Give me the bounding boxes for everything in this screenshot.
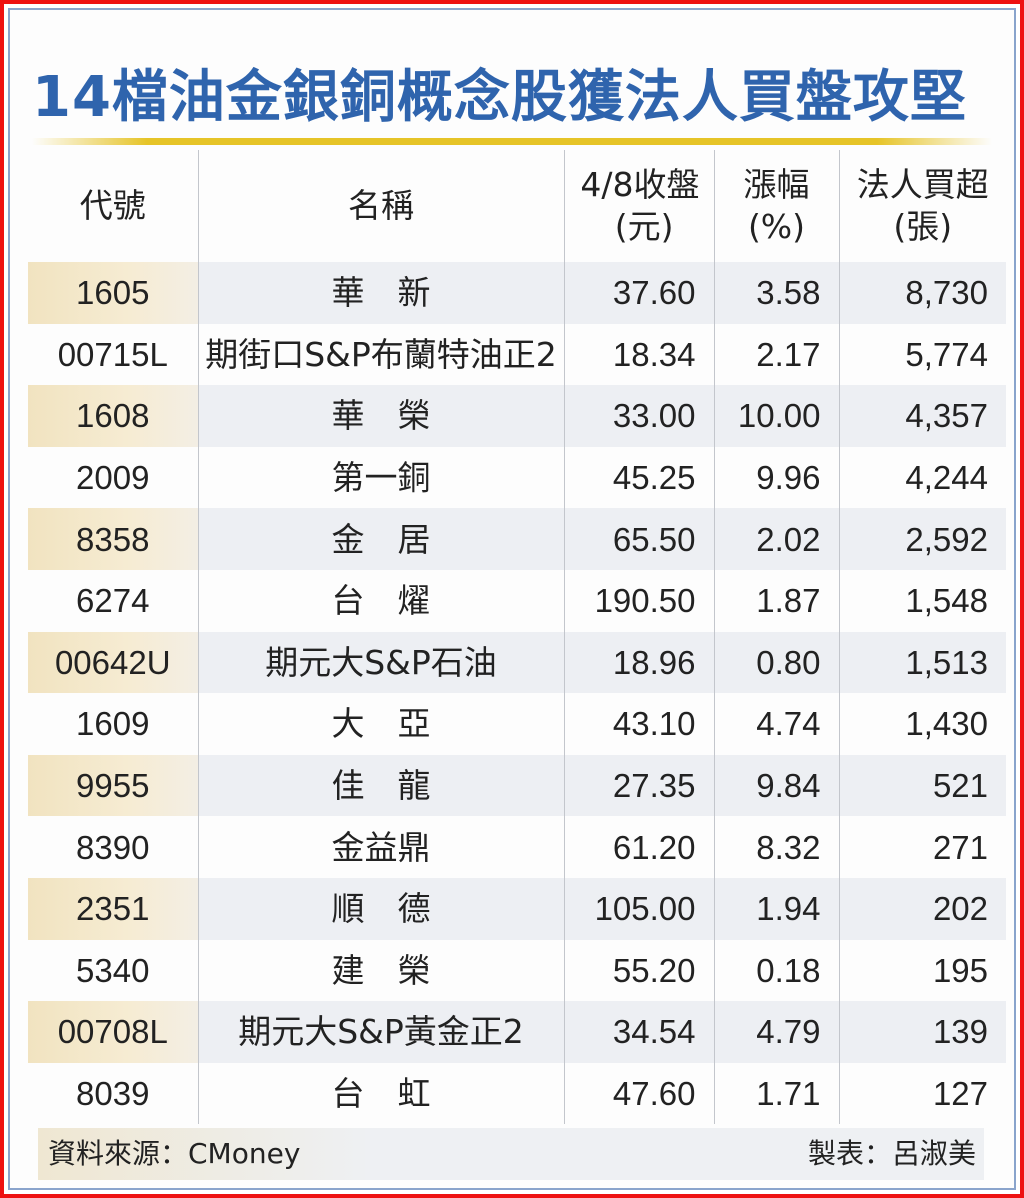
infographic-title: 14檔油金銀銅概念股獲法人買盤攻堅 bbox=[32, 65, 967, 130]
stock-name-cell: 建 榮 bbox=[197, 939, 564, 1002]
table-row: 8039 台 虹 47.60 1.71 127 bbox=[28, 1062, 1006, 1125]
table-row: 2009 第一銅 45.25 9.96 4,244 bbox=[28, 446, 1006, 509]
table-row: 9955 佳 龍 27.35 9.84 521 bbox=[28, 754, 1006, 817]
stock-code-cell: 8390 bbox=[76, 828, 150, 866]
stock-code-cell: 00642U bbox=[28, 631, 198, 694]
change-pct-cell: 9.84 bbox=[713, 754, 839, 817]
net-buy-cell: 195 bbox=[838, 939, 1006, 1002]
title-divider bbox=[32, 138, 992, 145]
close-price-cell: 43.10 bbox=[563, 693, 714, 755]
stock-code-cell: 9955 bbox=[28, 754, 198, 817]
net-buy-cell: 8,730 bbox=[838, 262, 1006, 324]
close-price-cell: 37.60 bbox=[563, 262, 714, 324]
close-price-cell: 65.50 bbox=[563, 508, 714, 570]
header-change-pct: 漲幅 (%) bbox=[713, 150, 839, 262]
stock-code-cell: 5340 bbox=[76, 951, 150, 989]
stock-name-cell: 佳 龍 bbox=[197, 754, 564, 817]
net-buy-cell: 202 bbox=[838, 877, 1006, 940]
change-pct-cell: 2.02 bbox=[713, 508, 839, 570]
stock-name-cell: 金 居 bbox=[197, 508, 564, 570]
table-footer: 資料來源：CMoney 製表：呂淑美 bbox=[38, 1128, 984, 1180]
stock-code-cell: 00708L bbox=[28, 1001, 198, 1063]
change-pct-cell: 3.58 bbox=[713, 262, 839, 324]
net-buy-cell: 1,430 bbox=[838, 693, 1006, 755]
table-row: 1605 華 新 37.60 3.58 8,730 bbox=[28, 262, 1006, 324]
close-price-cell: 47.60 bbox=[563, 1062, 714, 1125]
table-row: 1609 大 亞 43.10 4.74 1,430 bbox=[28, 693, 1006, 755]
net-buy-cell: 2,592 bbox=[838, 508, 1006, 570]
stock-code-cell: 1608 bbox=[28, 385, 198, 447]
chart-credit: 製表：呂淑美 bbox=[807, 1137, 976, 1170]
table-row: 8358 金 居 65.50 2.02 2,592 bbox=[28, 508, 1006, 570]
net-buy-cell: 4,244 bbox=[838, 446, 1006, 509]
header-code: 代號 bbox=[79, 186, 146, 225]
change-pct-cell: 10.00 bbox=[713, 385, 839, 447]
close-price-cell: 33.00 bbox=[563, 385, 714, 447]
table-row: 00708L 期元大S&P黃金正2 34.54 4.79 139 bbox=[28, 1001, 1006, 1063]
net-buy-cell: 521 bbox=[838, 754, 1006, 817]
stock-name-cell: 台 燿 bbox=[197, 569, 564, 632]
change-pct-cell: 1.87 bbox=[713, 569, 839, 632]
infographic-panel: 14檔油金銀銅概念股獲法人買盤攻堅 代號 名稱 4/8收盤 (元) 漲幅 (%) 法… bbox=[8, 8, 1016, 1190]
change-pct-cell: 2.17 bbox=[713, 323, 839, 386]
close-price-cell: 34.54 bbox=[563, 1001, 714, 1063]
stock-name-cell: 華 榮 bbox=[197, 385, 564, 447]
net-buy-cell: 1,548 bbox=[838, 569, 1006, 632]
change-pct-cell: 4.74 bbox=[713, 693, 839, 755]
stock-name-cell: 期元大S&P黃金正2 bbox=[197, 1001, 564, 1063]
close-price-cell: 55.20 bbox=[563, 939, 714, 1002]
net-buy-cell: 5,774 bbox=[838, 323, 1006, 386]
net-buy-cell: 271 bbox=[838, 816, 1006, 878]
data-source: 資料來源：CMoney bbox=[48, 1137, 301, 1170]
close-price-cell: 27.35 bbox=[563, 754, 714, 817]
stock-code-cell: 1609 bbox=[76, 705, 150, 743]
change-pct-cell: 1.94 bbox=[713, 877, 839, 940]
stock-name-cell: 順 德 bbox=[197, 877, 564, 940]
change-pct-cell: 9.96 bbox=[713, 446, 839, 509]
change-pct-cell: 8.32 bbox=[713, 816, 839, 878]
stock-code-cell: 00715L bbox=[57, 335, 168, 373]
stock-table: 代號 名稱 4/8收盤 (元) 漲幅 (%) 法人買超 (張) 1605 華 新 37.6… bbox=[28, 150, 1006, 1125]
close-price-cell: 61.20 bbox=[563, 816, 714, 878]
net-buy-cell: 4,357 bbox=[838, 385, 1006, 447]
close-price-cell: 105.00 bbox=[563, 877, 714, 940]
stock-name-cell: 台 虹 bbox=[197, 1062, 564, 1125]
table-row: 00715L 期街口S&P布蘭特油正2 18.34 2.17 5,774 bbox=[28, 323, 1006, 386]
stock-name-cell: 期街口S&P布蘭特油正2 bbox=[197, 323, 564, 386]
close-price-cell: 190.50 bbox=[563, 569, 714, 632]
table-row: 6274 台 燿 190.50 1.87 1,548 bbox=[28, 569, 1006, 632]
stock-name-cell: 大 亞 bbox=[197, 693, 564, 755]
change-pct-cell: 0.18 bbox=[713, 939, 839, 1002]
stock-code-cell: 2009 bbox=[76, 459, 150, 497]
close-price-cell: 18.96 bbox=[563, 631, 714, 694]
net-buy-cell: 139 bbox=[838, 1001, 1006, 1063]
header-name: 名稱 bbox=[197, 150, 564, 262]
net-buy-cell: 127 bbox=[838, 1062, 1006, 1125]
table-row: 5340 建 榮 55.20 0.18 195 bbox=[28, 939, 1006, 1002]
change-pct-cell: 4.79 bbox=[713, 1001, 839, 1063]
header-close-price: 4/8收盤 (元) bbox=[563, 150, 714, 262]
table-row: 8390 金益鼎 61.20 8.32 271 bbox=[28, 816, 1006, 878]
table-row: 00642U 期元大S&P石油 18.96 0.80 1,513 bbox=[28, 631, 1006, 694]
table-header-row: 代號 名稱 4/8收盤 (元) 漲幅 (%) 法人買超 (張) bbox=[28, 150, 1006, 262]
header-net-buy: 法人買超 (張) bbox=[838, 150, 1006, 262]
stock-code-cell: 8039 bbox=[76, 1075, 150, 1113]
stock-name-cell: 期元大S&P石油 bbox=[197, 631, 564, 694]
change-pct-cell: 1.71 bbox=[713, 1062, 839, 1125]
table-row: 1608 華 榮 33.00 10.00 4,357 bbox=[28, 385, 1006, 447]
net-buy-cell: 1,513 bbox=[838, 631, 1006, 694]
table-row: 2351 順 德 105.00 1.94 202 bbox=[28, 877, 1006, 940]
stock-code-cell: 6274 bbox=[76, 582, 150, 620]
stock-code-cell: 1605 bbox=[28, 262, 198, 324]
change-pct-cell: 0.80 bbox=[713, 631, 839, 694]
stock-code-cell: 8358 bbox=[28, 508, 198, 570]
stock-name-cell: 華 新 bbox=[197, 262, 564, 324]
stock-code-cell: 2351 bbox=[28, 877, 198, 940]
stock-name-cell: 第一銅 bbox=[197, 446, 564, 509]
stock-name-cell: 金益鼎 bbox=[197, 816, 564, 878]
close-price-cell: 45.25 bbox=[563, 446, 714, 509]
close-price-cell: 18.34 bbox=[563, 323, 714, 386]
